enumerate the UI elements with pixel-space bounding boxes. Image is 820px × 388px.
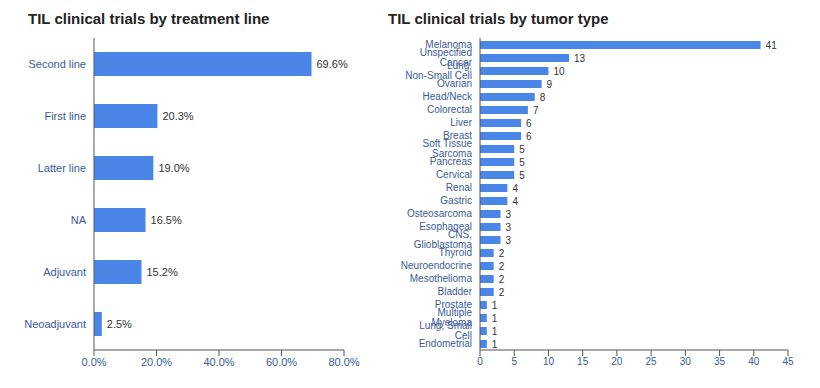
svg-text:5: 5 <box>511 356 517 367</box>
svg-text:5: 5 <box>519 144 525 155</box>
svg-text:Second line: Second line <box>29 58 87 70</box>
svg-text:80.0%: 80.0% <box>328 356 359 368</box>
svg-text:5: 5 <box>519 157 525 168</box>
svg-text:15: 15 <box>577 356 589 367</box>
svg-text:Thyroid: Thyroid <box>439 247 472 258</box>
svg-text:1: 1 <box>492 339 498 350</box>
svg-text:2: 2 <box>499 287 505 298</box>
svg-text:69.6%: 69.6% <box>317 58 348 70</box>
svg-text:7: 7 <box>533 105 539 116</box>
svg-text:19.0%: 19.0% <box>158 162 189 174</box>
svg-text:First line: First line <box>44 110 86 122</box>
svg-text:60.0%: 60.0% <box>266 356 297 368</box>
svg-text:Head/Neck: Head/Neck <box>423 91 473 102</box>
svg-text:2.5%: 2.5% <box>107 318 132 330</box>
svg-text:10: 10 <box>553 66 565 77</box>
svg-text:8: 8 <box>540 92 546 103</box>
svg-text:5: 5 <box>519 170 525 181</box>
svg-text:1: 1 <box>492 300 498 311</box>
svg-text:Cervical: Cervical <box>436 169 472 180</box>
svg-text:1: 1 <box>492 313 498 324</box>
svg-text:3: 3 <box>506 222 512 233</box>
svg-text:15.2%: 15.2% <box>147 266 178 278</box>
svg-text:Adjuvant: Adjuvant <box>43 266 86 278</box>
svg-text:Osteosarcoma: Osteosarcoma <box>407 208 472 219</box>
svg-text:35: 35 <box>714 356 726 367</box>
svg-text:0: 0 <box>477 356 483 367</box>
svg-text:16.5%: 16.5% <box>151 214 182 226</box>
svg-text:45: 45 <box>782 356 794 367</box>
svg-text:4: 4 <box>512 183 518 194</box>
svg-text:40.0%: 40.0% <box>203 356 234 368</box>
svg-text:2: 2 <box>499 274 505 285</box>
svg-text:Pancreas: Pancreas <box>430 156 472 167</box>
svg-text:9: 9 <box>547 79 553 90</box>
svg-text:Renal: Renal <box>446 182 472 193</box>
svg-text:6: 6 <box>526 131 532 142</box>
svg-text:41: 41 <box>766 40 778 51</box>
svg-text:Mesothelioma: Mesothelioma <box>410 273 473 284</box>
svg-text:Latter line: Latter line <box>38 162 86 174</box>
svg-text:Liver: Liver <box>450 117 472 128</box>
svg-text:4: 4 <box>512 196 518 207</box>
svg-text:1: 1 <box>492 326 498 337</box>
svg-text:25: 25 <box>646 356 658 367</box>
svg-text:Ovarian: Ovarian <box>437 78 472 89</box>
svg-text:0.0%: 0.0% <box>81 356 106 368</box>
svg-text:13: 13 <box>574 53 586 64</box>
svg-text:Neuroendocrine: Neuroendocrine <box>401 260 473 271</box>
svg-text:10: 10 <box>543 356 555 367</box>
svg-text:Endometrial: Endometrial <box>419 338 472 349</box>
svg-text:40: 40 <box>748 356 760 367</box>
svg-text:20: 20 <box>611 356 623 367</box>
svg-text:2: 2 <box>499 261 505 272</box>
svg-text:Bladder: Bladder <box>438 286 473 297</box>
svg-text:Neoadjuvant: Neoadjuvant <box>24 318 86 330</box>
svg-text:Gastric: Gastric <box>440 195 472 206</box>
svg-text:3: 3 <box>506 209 512 220</box>
svg-text:6: 6 <box>526 118 532 129</box>
svg-text:Colorectal: Colorectal <box>427 104 472 115</box>
svg-text:20.0%: 20.0% <box>141 356 172 368</box>
svg-text:30: 30 <box>680 356 692 367</box>
svg-text:NA: NA <box>71 214 87 226</box>
svg-text:20.3%: 20.3% <box>162 110 193 122</box>
svg-text:2: 2 <box>499 248 505 259</box>
svg-text:3: 3 <box>506 235 512 246</box>
